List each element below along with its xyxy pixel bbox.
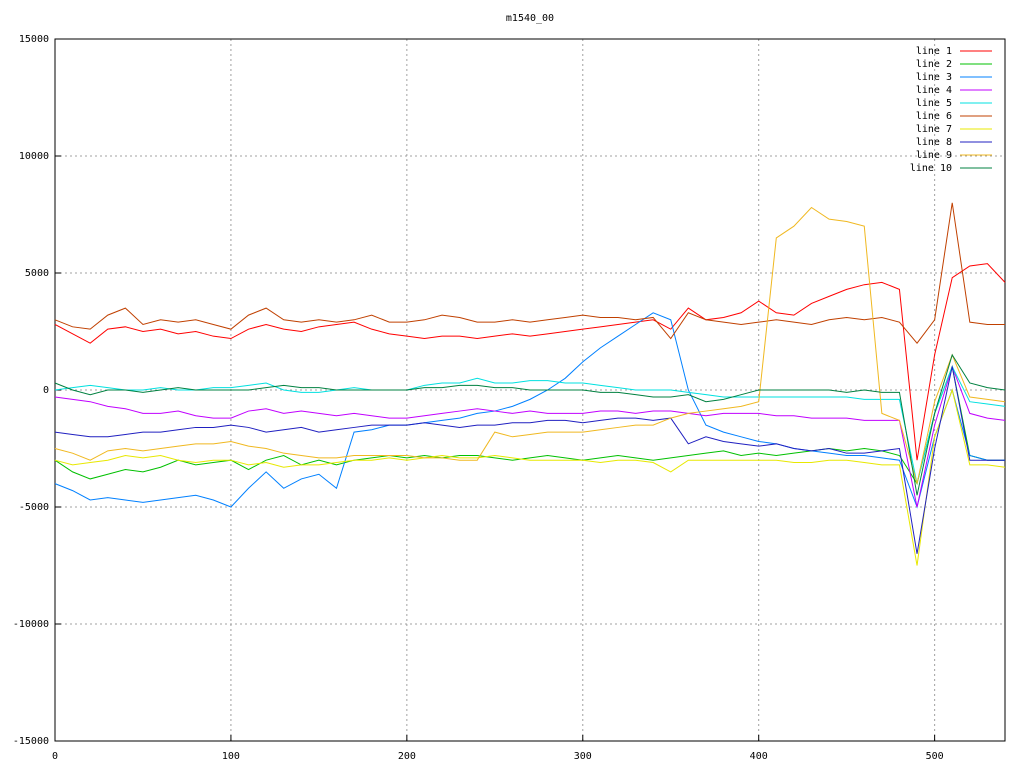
legend-label: line 7 xyxy=(916,124,952,135)
legend-label: line 8 xyxy=(916,137,952,148)
legend-label: line 1 xyxy=(916,46,952,57)
y-tick-label: -5000 xyxy=(19,502,49,513)
series-line xyxy=(54,263,1006,461)
y-tick-label: -10000 xyxy=(13,619,49,630)
y-tick-label: -15000 xyxy=(13,736,49,747)
x-tick-label: 300 xyxy=(574,751,592,762)
series-line xyxy=(54,388,1006,566)
series-line xyxy=(54,206,1006,484)
y-tick-label: 5000 xyxy=(25,268,49,279)
series-line xyxy=(54,202,1005,345)
legend-label: line 3 xyxy=(916,72,952,83)
legend-label: line 2 xyxy=(916,59,952,70)
x-tick-label: 200 xyxy=(398,751,416,762)
legend-label: line 10 xyxy=(910,163,952,174)
y-tick-label: 10000 xyxy=(19,151,49,162)
x-tick-label: 400 xyxy=(750,751,768,762)
series-line xyxy=(54,365,1006,484)
x-tick-label: 500 xyxy=(926,751,944,762)
series-line xyxy=(54,365,1006,508)
x-tick-label: 0 xyxy=(52,751,58,762)
legend-label: line 4 xyxy=(916,85,952,96)
legend-label: line 9 xyxy=(916,150,952,161)
chart-title: m1540_00 xyxy=(506,13,554,24)
series-line xyxy=(54,312,1005,509)
series-line xyxy=(54,364,1005,485)
x-tick-label: 100 xyxy=(222,751,240,762)
series-line xyxy=(54,353,1006,496)
series-line xyxy=(54,366,1005,554)
y-tick-label: 15000 xyxy=(19,34,49,45)
legend-label: line 6 xyxy=(916,111,952,122)
legend-label: line 5 xyxy=(916,98,952,109)
y-tick-label: 0 xyxy=(43,385,49,396)
